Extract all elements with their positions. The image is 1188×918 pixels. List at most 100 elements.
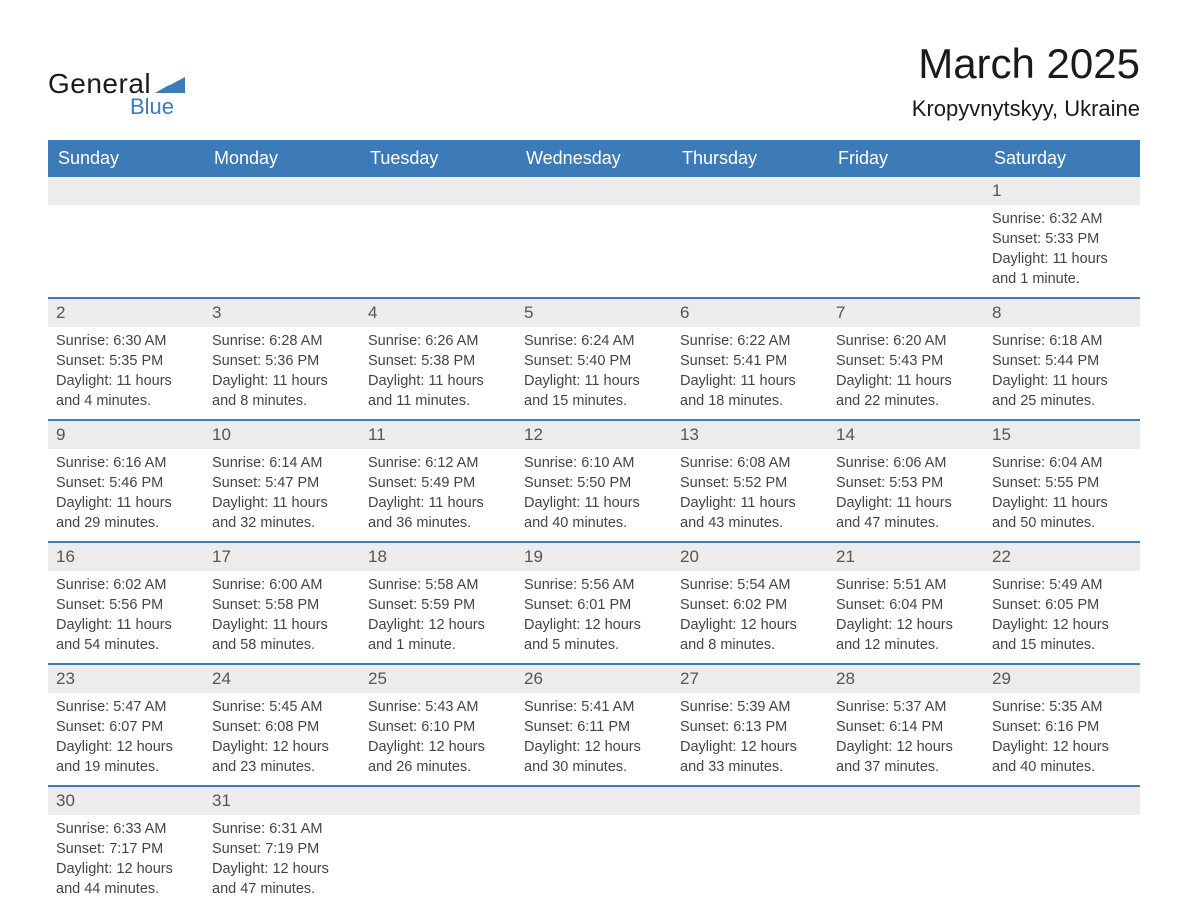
day-cell: 12Sunrise: 6:10 AMSunset: 5:50 PMDayligh… [516,420,672,542]
daylight-text: Daylight: 12 hours and 23 minutes. [212,737,352,777]
day-number: 9 [48,421,204,449]
day-number: 30 [48,787,204,815]
day-number: 15 [984,421,1140,449]
day-cell [672,786,828,907]
day-body [672,815,828,827]
sunset-text: Sunset: 5:53 PM [836,473,976,493]
sunset-text: Sunset: 5:40 PM [524,351,664,371]
daylight-text: Daylight: 12 hours and 30 minutes. [524,737,664,777]
day-cell: 30Sunrise: 6:33 AMSunset: 7:17 PMDayligh… [48,786,204,907]
day-cell: 8Sunrise: 6:18 AMSunset: 5:44 PMDaylight… [984,298,1140,420]
sunrise-text: Sunrise: 5:51 AM [836,575,976,595]
sunrise-text: Sunrise: 5:43 AM [368,697,508,717]
day-body: Sunrise: 6:02 AMSunset: 5:56 PMDaylight:… [48,571,204,663]
day-number [516,787,672,815]
day-cell: 17Sunrise: 6:00 AMSunset: 5:58 PMDayligh… [204,542,360,664]
daylight-text: Daylight: 11 hours and 32 minutes. [212,493,352,533]
sunset-text: Sunset: 5:58 PM [212,595,352,615]
day-cell: 13Sunrise: 6:08 AMSunset: 5:52 PMDayligh… [672,420,828,542]
day-number [672,177,828,205]
daylight-text: Daylight: 12 hours and 8 minutes. [680,615,820,655]
day-number: 19 [516,543,672,571]
sunset-text: Sunset: 5:36 PM [212,351,352,371]
day-number: 6 [672,299,828,327]
daylight-text: Daylight: 11 hours and 54 minutes. [56,615,196,655]
sunrise-text: Sunrise: 6:00 AM [212,575,352,595]
day-body [516,205,672,217]
day-cell: 21Sunrise: 5:51 AMSunset: 6:04 PMDayligh… [828,542,984,664]
day-cell: 23Sunrise: 5:47 AMSunset: 6:07 PMDayligh… [48,664,204,786]
location: Kropyvnytskyy, Ukraine [912,96,1140,122]
day-number: 14 [828,421,984,449]
day-number: 5 [516,299,672,327]
sunset-text: Sunset: 5:59 PM [368,595,508,615]
daylight-text: Daylight: 12 hours and 19 minutes. [56,737,196,777]
day-cell: 11Sunrise: 6:12 AMSunset: 5:49 PMDayligh… [360,420,516,542]
sunset-text: Sunset: 6:16 PM [992,717,1132,737]
day-body: Sunrise: 6:30 AMSunset: 5:35 PMDaylight:… [48,327,204,419]
sunset-text: Sunset: 7:19 PM [212,839,352,859]
day-body: Sunrise: 6:04 AMSunset: 5:55 PMDaylight:… [984,449,1140,541]
day-cell: 15Sunrise: 6:04 AMSunset: 5:55 PMDayligh… [984,420,1140,542]
day-cell: 9Sunrise: 6:16 AMSunset: 5:46 PMDaylight… [48,420,204,542]
day-body [828,205,984,217]
day-cell: 26Sunrise: 5:41 AMSunset: 6:11 PMDayligh… [516,664,672,786]
day-number: 12 [516,421,672,449]
daylight-text: Daylight: 11 hours and 15 minutes. [524,371,664,411]
sunrise-text: Sunrise: 6:18 AM [992,331,1132,351]
weekday-header: Wednesday [516,140,672,177]
sunset-text: Sunset: 5:55 PM [992,473,1132,493]
sunrise-text: Sunrise: 5:54 AM [680,575,820,595]
sunrise-text: Sunrise: 6:16 AM [56,453,196,473]
day-cell: 22Sunrise: 5:49 AMSunset: 6:05 PMDayligh… [984,542,1140,664]
day-body [360,205,516,217]
day-body [672,205,828,217]
daylight-text: Daylight: 12 hours and 47 minutes. [212,859,352,899]
week-row: 23Sunrise: 5:47 AMSunset: 6:07 PMDayligh… [48,664,1140,786]
day-number: 24 [204,665,360,693]
day-body: Sunrise: 6:16 AMSunset: 5:46 PMDaylight:… [48,449,204,541]
day-body: Sunrise: 6:10 AMSunset: 5:50 PMDaylight:… [516,449,672,541]
day-cell: 24Sunrise: 5:45 AMSunset: 6:08 PMDayligh… [204,664,360,786]
sunrise-text: Sunrise: 6:04 AM [992,453,1132,473]
day-cell: 14Sunrise: 6:06 AMSunset: 5:53 PMDayligh… [828,420,984,542]
daylight-text: Daylight: 11 hours and 25 minutes. [992,371,1132,411]
day-number: 1 [984,177,1140,205]
week-row: 1Sunrise: 6:32 AMSunset: 5:33 PMDaylight… [48,177,1140,298]
day-body: Sunrise: 6:28 AMSunset: 5:36 PMDaylight:… [204,327,360,419]
day-body: Sunrise: 5:54 AMSunset: 6:02 PMDaylight:… [672,571,828,663]
day-number [828,787,984,815]
day-number: 4 [360,299,516,327]
title-block: March 2025 Kropyvnytskyy, Ukraine [912,40,1140,122]
sunrise-text: Sunrise: 6:08 AM [680,453,820,473]
day-number: 20 [672,543,828,571]
day-cell: 2Sunrise: 6:30 AMSunset: 5:35 PMDaylight… [48,298,204,420]
daylight-text: Daylight: 12 hours and 5 minutes. [524,615,664,655]
day-cell [828,177,984,298]
sunrise-text: Sunrise: 6:14 AM [212,453,352,473]
sunset-text: Sunset: 6:14 PM [836,717,976,737]
day-body: Sunrise: 5:47 AMSunset: 6:07 PMDaylight:… [48,693,204,785]
logo: General Blue [48,68,185,120]
day-body [516,815,672,827]
week-row: 16Sunrise: 6:02 AMSunset: 5:56 PMDayligh… [48,542,1140,664]
day-number [828,177,984,205]
day-cell [672,177,828,298]
sunset-text: Sunset: 6:02 PM [680,595,820,615]
daylight-text: Daylight: 11 hours and 1 minute. [992,249,1132,289]
day-cell [828,786,984,907]
sunset-text: Sunset: 5:35 PM [56,351,196,371]
day-cell: 5Sunrise: 6:24 AMSunset: 5:40 PMDaylight… [516,298,672,420]
day-cell: 28Sunrise: 5:37 AMSunset: 6:14 PMDayligh… [828,664,984,786]
sunrise-text: Sunrise: 6:26 AM [368,331,508,351]
daylight-text: Daylight: 12 hours and 26 minutes. [368,737,508,777]
daylight-text: Daylight: 11 hours and 8 minutes. [212,371,352,411]
day-cell: 6Sunrise: 6:22 AMSunset: 5:41 PMDaylight… [672,298,828,420]
day-body: Sunrise: 5:49 AMSunset: 6:05 PMDaylight:… [984,571,1140,663]
sunrise-text: Sunrise: 6:32 AM [992,209,1132,229]
sunrise-text: Sunrise: 5:39 AM [680,697,820,717]
day-body: Sunrise: 6:24 AMSunset: 5:40 PMDaylight:… [516,327,672,419]
day-number: 21 [828,543,984,571]
day-body: Sunrise: 6:18 AMSunset: 5:44 PMDaylight:… [984,327,1140,419]
sunrise-text: Sunrise: 5:35 AM [992,697,1132,717]
